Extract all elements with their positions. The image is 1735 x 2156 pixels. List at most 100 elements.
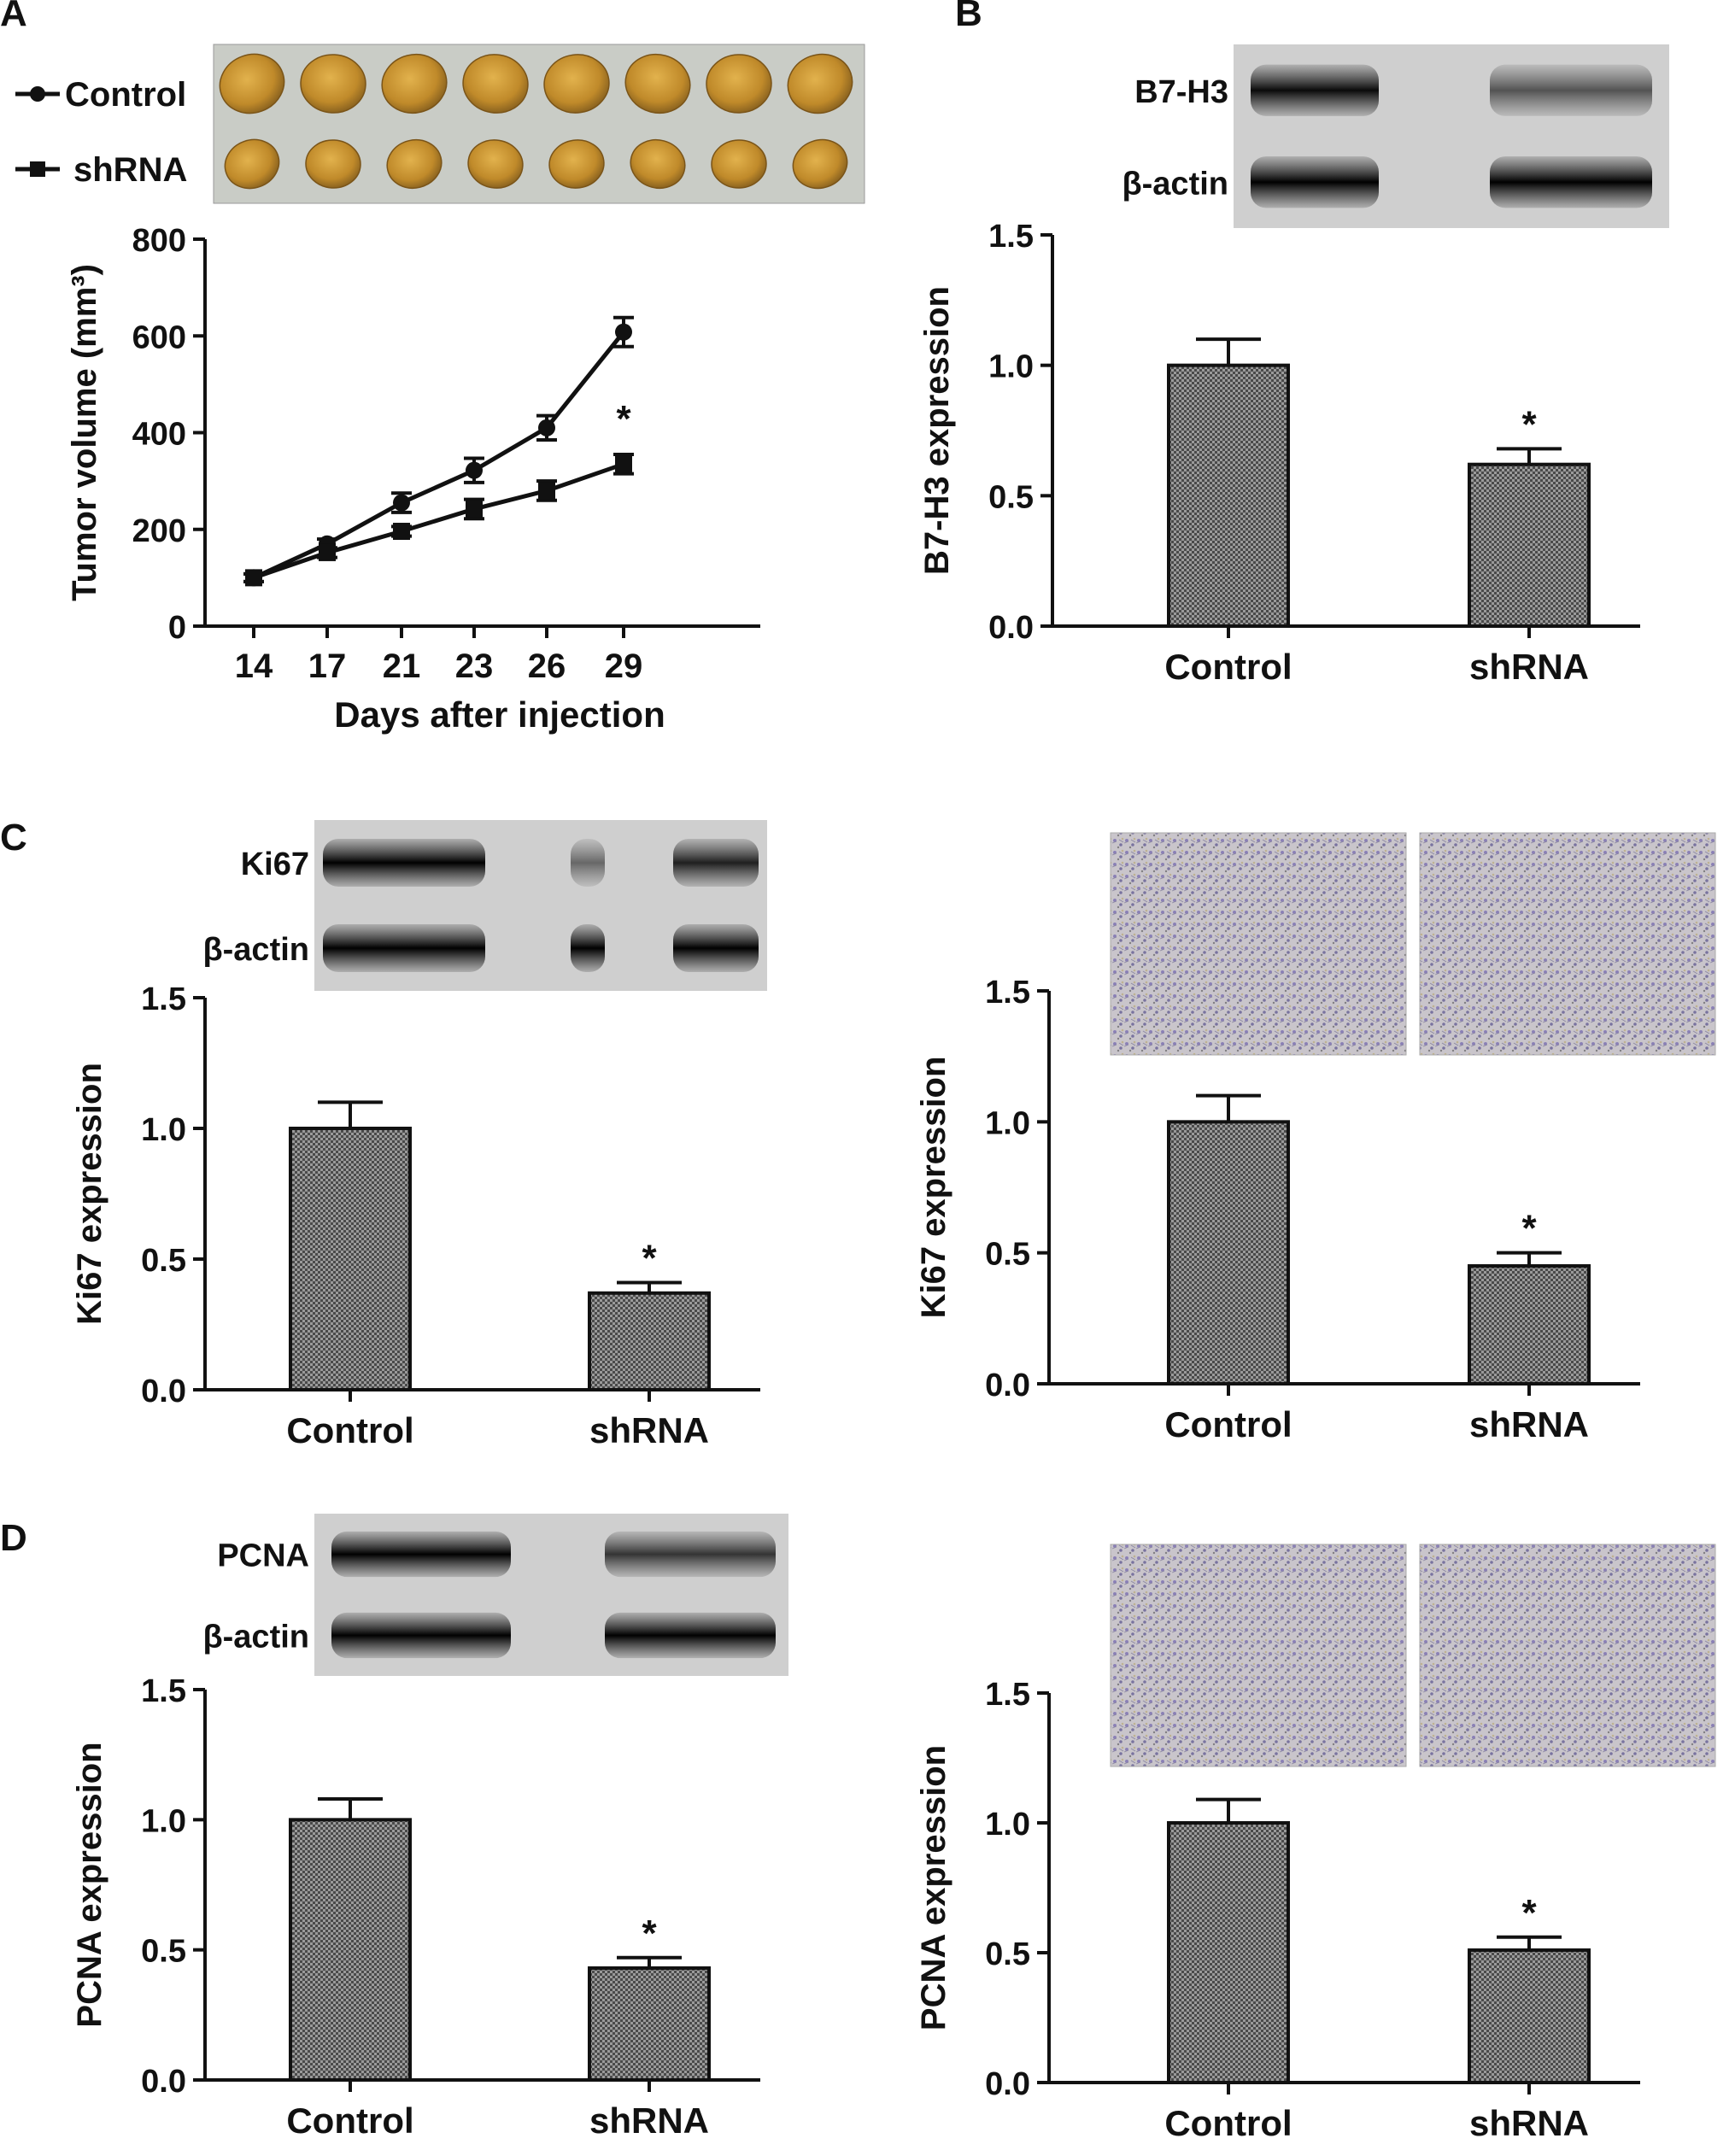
tumor-specimen: [543, 54, 610, 114]
y-tick-label: 1.5: [985, 975, 1030, 1011]
y-tick-label: 1.5: [141, 981, 186, 1017]
y-axis-label: Ki67 expression: [71, 1063, 108, 1325]
y-tick-label: 1.0: [988, 349, 1034, 385]
bar-control: [1167, 1821, 1290, 2084]
blot-band: [571, 839, 605, 887]
bar-shrna: [1468, 462, 1591, 629]
bar-control: [1167, 363, 1290, 628]
tumor-specimen: [630, 138, 686, 190]
data-point-control: [393, 494, 410, 512]
y-axis-label: Tumor volume (mm³): [66, 264, 103, 601]
tumor-specimen: [300, 54, 366, 114]
blot-label: PCNA: [217, 1538, 309, 1574]
blot-band: [673, 839, 759, 887]
x-tick-label: shRNA: [1469, 2103, 1589, 2143]
significance-asterisk: *: [616, 398, 631, 440]
y-tick-label: 0.5: [985, 1936, 1030, 1972]
data-point-shrna: [393, 523, 410, 541]
x-tick-label: Control: [1164, 647, 1292, 687]
y-tick-label: 1.0: [985, 1105, 1030, 1141]
legend-label-shrna: shRNA: [73, 151, 187, 189]
x-tick-label: shRNA: [589, 2100, 709, 2141]
tumor-volume-line-chart: 0 200 400 600 800 14 17 21 23 26 29 Days after inje…: [15, 76, 760, 735]
y-tick-label: 1.5: [141, 1673, 186, 1709]
blot-band: [323, 924, 485, 972]
tumor-specimen: [792, 138, 848, 190]
blot-label: β-actin: [1122, 166, 1228, 202]
y-tick-label: 200: [132, 513, 186, 549]
panel-label-b: B: [955, 0, 982, 34]
data-point-shrna: [319, 543, 336, 561]
panel-label-a: A: [0, 0, 27, 34]
data-point-control: [466, 461, 483, 479]
tumor-specimen: [706, 54, 772, 114]
y-tick-label: 800: [132, 223, 186, 259]
y-tick-label: 1.0: [141, 1803, 186, 1839]
x-tick-label: 17: [308, 647, 347, 685]
y-tick-label: 600: [132, 319, 186, 355]
ihc-image-ki67-shrna: [1419, 832, 1716, 1056]
tumor-specimen: [787, 53, 853, 114]
y-tick-label: 0.5: [141, 1243, 186, 1279]
y-tick-label: 1.5: [988, 219, 1034, 255]
tumor-specimen: [548, 139, 605, 189]
data-point-shrna: [538, 482, 555, 500]
tumor-specimen: [224, 138, 280, 190]
tumor-specimen: [711, 139, 767, 189]
blot-band: [331, 1612, 511, 1659]
ihc-image-ki67-control: [1110, 832, 1407, 1056]
bar-control: [289, 1127, 412, 1391]
series-line-control: [252, 331, 625, 580]
bar-control: [1167, 1120, 1290, 1386]
bar-shrna: [1468, 1264, 1591, 1386]
y-tick-label: 0.0: [985, 1368, 1030, 1403]
blot-band: [331, 1531, 511, 1578]
tumor-specimen: [305, 139, 361, 189]
blot-label: B7-H3: [1134, 74, 1228, 110]
tumor-specimen: [219, 53, 285, 114]
x-tick-label: 26: [528, 647, 566, 685]
y-tick-label: 1.5: [985, 1677, 1030, 1713]
panel-label-d: D: [0, 1517, 27, 1559]
blot-label: β-actin: [202, 1620, 309, 1655]
significance-asterisk: *: [642, 1913, 657, 1954]
significance-asterisk: *: [1521, 1892, 1537, 1934]
ihc-image-pcna-control: [1110, 1544, 1407, 1767]
y-tick-label: 0: [168, 610, 186, 646]
x-tick-label: 23: [455, 647, 494, 685]
legend-label-control: Control: [65, 76, 186, 114]
y-tick-label: 1.0: [141, 1112, 186, 1148]
x-axis-label: Days after injection: [334, 694, 665, 735]
y-tick-label: 0.0: [988, 610, 1034, 646]
y-tick-label: 0.0: [141, 1374, 186, 1409]
panel-label-c: C: [0, 817, 27, 858]
blot-band: [1251, 64, 1379, 116]
y-axis-label: Ki67 expression: [915, 1057, 952, 1319]
x-tick-label: 29: [605, 647, 643, 685]
x-tick-label: shRNA: [1469, 1404, 1589, 1444]
legend-marker-shrna: [30, 161, 45, 177]
pcna-ihc-bar-chart: 0.0 0.5 1.0 1.5 PCNA expression Control shRNA *: [915, 1677, 1640, 2143]
blot-label: β-actin: [202, 932, 309, 968]
bar-shrna: [1468, 1948, 1591, 2084]
x-tick-label: Control: [286, 2100, 413, 2141]
ihc-image-pcna-shrna: [1419, 1544, 1716, 1767]
x-tick-label: shRNA: [589, 1410, 709, 1450]
blot-band: [673, 924, 759, 972]
y-tick-label: 0.5: [985, 1237, 1030, 1273]
data-point-shrna: [466, 500, 483, 518]
bar-shrna: [588, 1291, 711, 1392]
ki67-blot-bar-chart: 0.0 0.5 1.0 1.5 Ki67 expression Control shRNA *: [71, 981, 760, 1450]
tumor-specimen: [381, 54, 448, 114]
y-axis-label: B7-H3 expression: [918, 286, 956, 575]
bar-shrna: [588, 1966, 711, 2083]
blot-band: [1490, 156, 1652, 208]
significance-asterisk: *: [1521, 1208, 1537, 1250]
blot-band: [1490, 64, 1652, 116]
x-tick-label: shRNA: [1469, 647, 1589, 687]
blot-band: [605, 1531, 776, 1578]
blot-band: [323, 839, 485, 887]
y-tick-label: 0.0: [985, 2066, 1030, 2102]
tumor-specimen: [462, 54, 529, 114]
